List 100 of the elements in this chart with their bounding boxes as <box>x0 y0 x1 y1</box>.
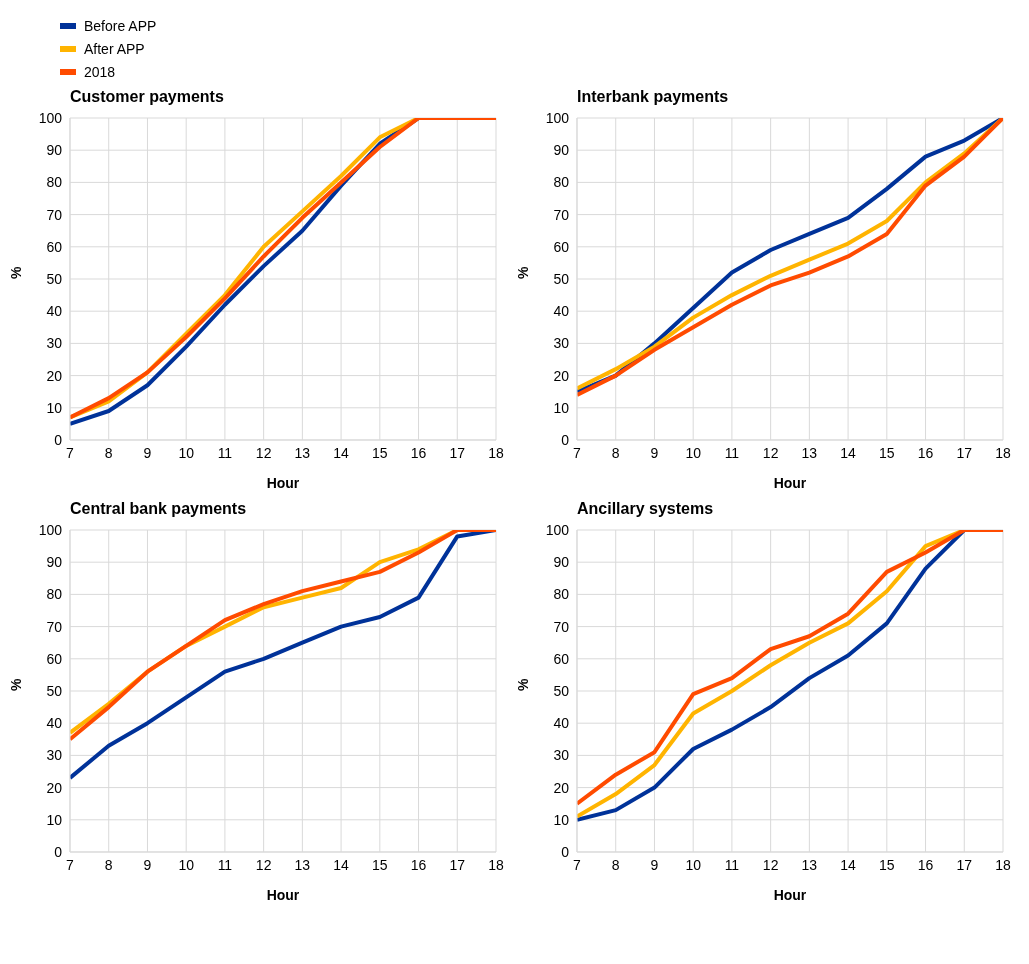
y-tick-label: 100 <box>545 109 570 126</box>
x-tick-label: 16 <box>410 444 427 461</box>
x-tick-label: 9 <box>650 444 659 461</box>
x-tick-label: 13 <box>801 444 818 461</box>
x-tick-label: 9 <box>143 856 152 873</box>
y-tick-label: 20 <box>46 779 63 796</box>
legend-label: After APP <box>84 40 145 57</box>
x-tick-label: 9 <box>143 444 152 461</box>
x-tick-label: 11 <box>217 856 233 873</box>
x-tick-label: 11 <box>724 856 740 873</box>
y-axis-title: % <box>514 678 531 691</box>
x-tick-label: 10 <box>685 444 702 461</box>
x-tick-label: 7 <box>66 444 75 461</box>
x-axis-title: Hour <box>773 887 807 903</box>
x-tick-label: 16 <box>917 444 934 461</box>
y-tick-label: 30 <box>46 747 63 764</box>
y-tick-label: 20 <box>46 367 63 384</box>
x-tick-label: 13 <box>801 856 818 873</box>
x-tick-label: 14 <box>333 444 350 461</box>
y-tick-label: 40 <box>553 303 570 320</box>
chart-title: Ancillary systems <box>576 500 715 519</box>
y-tick-label: 10 <box>46 399 63 416</box>
x-tick-label: 14 <box>840 444 857 461</box>
y-tick-label: 80 <box>553 174 570 191</box>
x-tick-label: 15 <box>879 444 895 461</box>
x-tick-label: 13 <box>294 444 311 461</box>
y-tick-label: 30 <box>553 747 570 764</box>
x-tick-label: 17 <box>956 856 973 873</box>
x-tick-label: 11 <box>724 444 740 461</box>
y-tick-label: 100 <box>38 521 63 538</box>
y-tick-label: 0 <box>561 843 570 860</box>
y-axis-title: % <box>7 678 24 691</box>
y-tick-label: 100 <box>38 109 63 126</box>
chart-title: Interbank payments <box>576 88 730 107</box>
x-tick-label: 15 <box>879 856 895 873</box>
y-tick-label: 100 <box>545 521 570 538</box>
y-tick-label: 90 <box>553 142 570 159</box>
x-axis-title: Hour <box>773 475 807 491</box>
x-tick-label: 11 <box>217 444 233 461</box>
y-tick-label: 80 <box>46 174 63 191</box>
y-tick-label: 10 <box>46 811 63 828</box>
x-tick-label: 18 <box>488 444 504 461</box>
x-tick-label: 7 <box>573 444 582 461</box>
chart-title: Customer payments <box>69 88 225 107</box>
x-tick-label: 18 <box>995 444 1011 461</box>
x-tick-label: 12 <box>255 856 272 873</box>
x-tick-label: 17 <box>449 444 466 461</box>
y-tick-label: 30 <box>46 335 63 352</box>
x-tick-label: 10 <box>178 444 195 461</box>
y-tick-label: 50 <box>553 682 570 699</box>
legend-label: Before APP <box>84 17 157 34</box>
y-tick-label: 60 <box>46 650 63 667</box>
x-tick-label: 8 <box>611 856 620 873</box>
y-tick-label: 70 <box>46 206 63 223</box>
y-tick-label: 10 <box>553 811 570 828</box>
x-tick-label: 16 <box>917 856 934 873</box>
x-tick-label: 17 <box>449 856 466 873</box>
y-tick-label: 10 <box>553 399 570 416</box>
y-tick-label: 0 <box>54 843 63 860</box>
x-tick-label: 14 <box>840 856 857 873</box>
y-tick-label: 0 <box>54 431 63 448</box>
y-axis-title: % <box>514 266 531 279</box>
y-tick-label: 90 <box>553 554 570 571</box>
y-tick-label: 0 <box>561 431 570 448</box>
x-tick-label: 13 <box>294 856 311 873</box>
x-tick-label: 18 <box>488 856 504 873</box>
x-tick-label: 15 <box>372 856 388 873</box>
x-tick-label: 8 <box>611 444 620 461</box>
x-tick-label: 7 <box>573 856 582 873</box>
x-tick-label: 15 <box>372 444 388 461</box>
x-tick-label: 17 <box>956 444 973 461</box>
y-tick-label: 20 <box>553 779 570 796</box>
y-tick-label: 50 <box>46 270 63 287</box>
y-tick-label: 60 <box>553 238 570 255</box>
x-tick-label: 8 <box>104 856 113 873</box>
x-tick-label: 12 <box>255 444 272 461</box>
y-tick-label: 20 <box>553 367 570 384</box>
x-tick-label: 12 <box>762 856 779 873</box>
y-tick-label: 90 <box>46 554 63 571</box>
y-tick-label: 60 <box>553 650 570 667</box>
y-tick-label: 80 <box>46 586 63 603</box>
legend-label: 2018 <box>84 63 116 80</box>
x-tick-label: 10 <box>685 856 702 873</box>
y-tick-label: 50 <box>46 682 63 699</box>
y-tick-label: 30 <box>553 335 570 352</box>
x-tick-label: 10 <box>178 856 195 873</box>
chart-title: Central bank payments <box>69 500 248 519</box>
y-tick-label: 70 <box>553 618 570 635</box>
y-tick-label: 90 <box>46 142 63 159</box>
y-tick-label: 50 <box>553 270 570 287</box>
x-tick-label: 7 <box>66 856 75 873</box>
y-tick-label: 40 <box>46 715 63 732</box>
y-tick-label: 60 <box>46 238 63 255</box>
y-tick-label: 80 <box>553 586 570 603</box>
x-tick-label: 12 <box>762 444 779 461</box>
x-tick-label: 8 <box>104 444 113 461</box>
x-tick-label: 18 <box>995 856 1011 873</box>
x-axis-title: Hour <box>266 887 300 903</box>
x-axis-title: Hour <box>266 475 300 491</box>
y-tick-label: 70 <box>46 618 63 635</box>
